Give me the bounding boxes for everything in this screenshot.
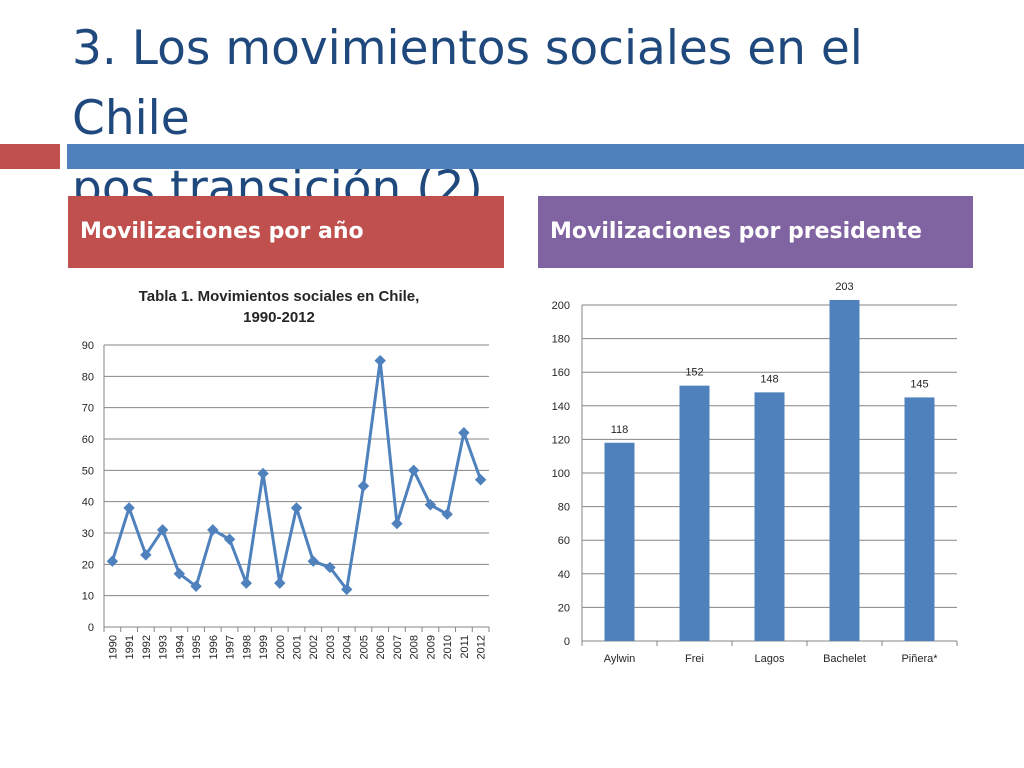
line-chart-point bbox=[207, 524, 219, 536]
line-chart-point bbox=[290, 502, 303, 514]
line-chart-x-tick: 1994 bbox=[174, 635, 186, 659]
bar-chart-bar bbox=[904, 397, 935, 641]
line-chart-x-tick: 2000 bbox=[275, 635, 287, 659]
line-chart: Tabla 1. Movimientos sociales en Chile, … bbox=[82, 288, 490, 659]
line-chart-x-tick: 2008 bbox=[409, 635, 421, 659]
line-chart-x-tick: 1999 bbox=[258, 635, 270, 659]
bar-chart-y-tick: 200 bbox=[552, 300, 570, 312]
bar-chart-x-tick: Bachelet bbox=[823, 653, 866, 665]
bar-chart-bar bbox=[754, 392, 785, 641]
line-chart-point bbox=[190, 580, 202, 592]
line-chart-point bbox=[223, 533, 236, 545]
bar-chart-y-tick: 60 bbox=[558, 535, 570, 547]
bar-chart-x-tick: Frei bbox=[685, 653, 704, 665]
line-chart-point bbox=[257, 467, 269, 480]
line-chart-point bbox=[374, 354, 386, 367]
line-chart-point bbox=[156, 524, 169, 536]
bar-chart-x-tick: Aylwin bbox=[604, 653, 636, 665]
bar-chart-x-tick: Piñera* bbox=[901, 653, 938, 665]
line-chart-x-tick: 2011 bbox=[459, 635, 471, 659]
bar-chart-y-tick: 180 bbox=[552, 334, 570, 346]
line-chart-y-tick: 60 bbox=[82, 434, 94, 446]
line-chart-x-tick: 2001 bbox=[292, 635, 304, 659]
line-chart-point bbox=[424, 499, 437, 511]
line-chart-x-tick: 2007 bbox=[392, 635, 404, 659]
line-chart-x-tick: 2006 bbox=[375, 635, 387, 659]
line-chart-point bbox=[140, 549, 152, 561]
bar-chart-y-tick: 160 bbox=[552, 367, 570, 379]
bar-chart-bar bbox=[829, 299, 860, 641]
accent-bar-red bbox=[0, 144, 60, 169]
line-chart-point bbox=[407, 464, 420, 477]
bar-chart-bar bbox=[679, 385, 710, 641]
line-chart-point bbox=[307, 555, 319, 567]
line-chart-x-tick: 1998 bbox=[241, 635, 253, 659]
line-chart-x-tick: 1997 bbox=[225, 635, 237, 659]
bar-chart-data-label: 152 bbox=[685, 367, 703, 379]
slide-title: 3. Los movimientos sociales en el Chile … bbox=[72, 14, 992, 224]
line-chart-x-tick: 2002 bbox=[308, 635, 320, 659]
line-chart-point bbox=[391, 517, 403, 530]
line-chart-y-tick: 50 bbox=[82, 465, 94, 477]
header-movilizaciones-por-ano: Movilizaciones por año bbox=[68, 196, 504, 268]
line-chart-x-tick: 1990 bbox=[107, 635, 119, 659]
line-chart-y-tick: 70 bbox=[82, 403, 94, 415]
bar-chart-data-label: 145 bbox=[910, 378, 928, 390]
line-chart-x-tick: 1995 bbox=[191, 635, 203, 659]
line-chart-point bbox=[357, 480, 370, 492]
line-chart-x-tick: 2004 bbox=[342, 635, 354, 659]
line-chart-x-tick: 2012 bbox=[476, 635, 488, 659]
bar-chart-y-tick: 120 bbox=[552, 434, 570, 446]
line-chart-point bbox=[441, 508, 453, 520]
line-chart-y-tick: 80 bbox=[82, 371, 94, 383]
line-chart-y-tick: 10 bbox=[82, 591, 94, 603]
line-chart-y-tick: 40 bbox=[82, 497, 94, 509]
bar-chart-y-tick: 0 bbox=[564, 636, 570, 648]
line-chart-x-tick: 2009 bbox=[425, 635, 437, 659]
line-chart-x-tick: 1996 bbox=[208, 635, 220, 659]
line-chart-y-tick: 30 bbox=[82, 528, 94, 540]
bar-chart-y-tick: 40 bbox=[558, 569, 570, 581]
line-chart-y-tick: 0 bbox=[88, 622, 94, 634]
line-chart-series-line bbox=[110, 359, 483, 591]
line-chart-x-tick: 1991 bbox=[124, 635, 136, 659]
line-chart-x-tick: 2010 bbox=[442, 635, 454, 659]
line-chart-point bbox=[240, 577, 252, 589]
line-chart-point bbox=[324, 561, 336, 574]
bar-chart-data-label: 148 bbox=[760, 373, 778, 385]
line-chart-point bbox=[173, 568, 186, 580]
line-chart-title-line1: Tabla 1. Movimientos sociales en Chile, bbox=[139, 288, 420, 305]
bar-chart-data-label: 203 bbox=[835, 281, 853, 293]
line-chart-x-tick: 2003 bbox=[325, 635, 337, 659]
line-chart-point bbox=[474, 474, 487, 486]
line-chart-y-tick: 20 bbox=[82, 559, 94, 571]
line-chart-x-tick: 2005 bbox=[358, 635, 370, 659]
line-chart-x-tick: 1993 bbox=[158, 635, 170, 659]
bar-chart-y-tick: 80 bbox=[558, 502, 570, 514]
line-chart-point bbox=[106, 555, 119, 567]
bar-chart-y-tick: 100 bbox=[552, 468, 570, 480]
bar-chart-y-tick: 20 bbox=[558, 602, 570, 614]
bar-chart-y-tick: 140 bbox=[552, 401, 570, 413]
line-chart-point bbox=[274, 577, 286, 589]
line-chart-point bbox=[123, 502, 135, 514]
line-chart-y-tick: 90 bbox=[82, 340, 94, 352]
line-chart-point bbox=[458, 427, 470, 439]
line-chart-point bbox=[341, 583, 353, 596]
bar-chart-data-label: 118 bbox=[611, 424, 629, 436]
bar-chart-bar bbox=[604, 442, 635, 641]
line-chart-title-line2: 1990-2012 bbox=[243, 309, 315, 326]
bar-chart: 0 20 40 60 80 100 120 140 160 180 200 118 Aylwin 152 F… bbox=[552, 281, 958, 665]
bar-chart-x-tick: Lagos bbox=[755, 653, 785, 665]
header-movilizaciones-por-presidente: Movilizaciones por presidente bbox=[538, 196, 973, 268]
accent-bar-blue bbox=[67, 144, 1024, 169]
line-chart-x-tick: 1992 bbox=[141, 635, 153, 659]
slide-title-line1: 3. Los movimientos sociales en el Chile bbox=[72, 21, 863, 146]
